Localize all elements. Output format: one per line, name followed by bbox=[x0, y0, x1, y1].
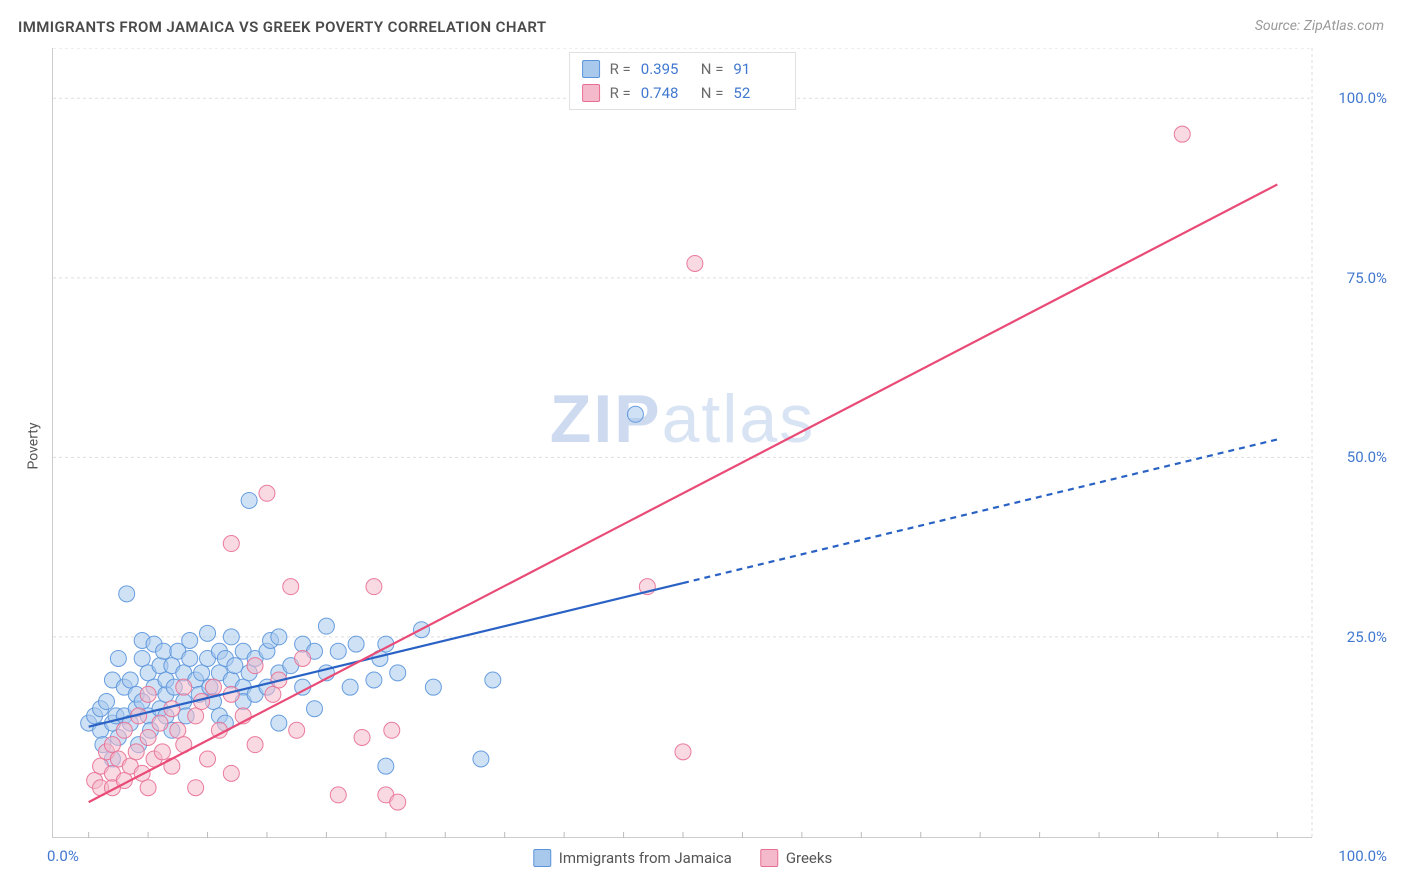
scatter-point bbox=[223, 536, 239, 552]
scatter-point bbox=[110, 650, 126, 666]
scatter-point bbox=[473, 751, 489, 767]
scatter-point bbox=[675, 744, 691, 760]
scatter-point bbox=[348, 636, 364, 652]
scatter-point bbox=[104, 737, 120, 753]
scatter-point bbox=[271, 629, 287, 645]
scatter-point bbox=[247, 737, 263, 753]
scatter-point bbox=[182, 650, 198, 666]
scatter-point bbox=[170, 722, 186, 738]
scatter-point bbox=[259, 485, 275, 501]
scatter-point bbox=[390, 794, 406, 810]
scatter-point bbox=[205, 679, 221, 695]
scatter-point bbox=[176, 679, 192, 695]
scatter-point bbox=[116, 722, 132, 738]
scatter-point bbox=[194, 665, 210, 681]
scatter-point bbox=[98, 694, 114, 710]
scatter-point bbox=[271, 715, 287, 731]
legend-stat-row: R =0.395N =91 bbox=[582, 57, 784, 81]
source-label: Source: ZipAtlas.com bbox=[1255, 18, 1384, 34]
legend-series-label: Greeks bbox=[786, 849, 832, 867]
chart-container: IMMIGRANTS FROM JAMAICA VS GREEK POVERTY… bbox=[0, 0, 1406, 892]
scatter-point bbox=[265, 686, 281, 702]
legend-swatch bbox=[582, 84, 600, 102]
scatter-point bbox=[247, 658, 263, 674]
legend-swatch bbox=[582, 60, 600, 78]
y-tick-label: 75.0% bbox=[1347, 269, 1387, 287]
scatter-point bbox=[154, 744, 170, 760]
legend-series: Immigrants from Jamaica Greeks bbox=[533, 849, 832, 867]
y-tick-label: 50.0% bbox=[1347, 448, 1387, 466]
legend-swatch bbox=[760, 849, 778, 867]
scatter-point bbox=[342, 679, 358, 695]
plot-area: ZIPatlas R =0.395N =91R =0.748N =52 Immi… bbox=[52, 48, 1312, 838]
scatter-point bbox=[119, 586, 135, 602]
scatter-point bbox=[182, 633, 198, 649]
scatter-point bbox=[188, 708, 204, 724]
scatter-point bbox=[128, 744, 144, 760]
chart-title: IMMIGRANTS FROM JAMAICA VS GREEK POVERTY… bbox=[18, 18, 547, 36]
scatter-point bbox=[425, 679, 441, 695]
scatter-point bbox=[200, 751, 216, 767]
y-axis-label: Poverty bbox=[26, 422, 42, 469]
x-tick-label: 0.0% bbox=[47, 847, 79, 865]
legend-series-item: Greeks bbox=[760, 849, 832, 867]
scatter-point bbox=[354, 729, 370, 745]
scatter-point bbox=[330, 643, 346, 659]
scatter-point bbox=[134, 650, 150, 666]
scatter-point bbox=[223, 629, 239, 645]
scatter-point bbox=[378, 758, 394, 774]
scatter-point bbox=[390, 665, 406, 681]
scatter-point bbox=[366, 672, 382, 688]
scatter-point bbox=[122, 672, 138, 688]
legend-series-label: Immigrants from Jamaica bbox=[559, 849, 732, 867]
scatter-point bbox=[140, 729, 156, 745]
scatter-point bbox=[687, 255, 703, 271]
scatter-point bbox=[152, 715, 168, 731]
y-tick-label: 25.0% bbox=[1347, 628, 1387, 646]
scatter-point bbox=[227, 658, 243, 674]
scatter-point bbox=[156, 643, 172, 659]
scatter-point bbox=[384, 722, 400, 738]
scatter-point bbox=[627, 406, 643, 422]
scatter-point bbox=[223, 765, 239, 781]
legend-series-item: Immigrants from Jamaica bbox=[533, 849, 732, 867]
scatter-point bbox=[289, 722, 305, 738]
scatter-point bbox=[1174, 126, 1190, 142]
scatter-point bbox=[366, 579, 382, 595]
scatter-point bbox=[330, 787, 346, 803]
scatter-point bbox=[241, 492, 257, 508]
scatter-point bbox=[140, 780, 156, 796]
x-tick-label: 100.0% bbox=[1338, 847, 1387, 865]
scatter-point bbox=[295, 650, 311, 666]
scatter-svg bbox=[53, 48, 1313, 838]
scatter-point bbox=[140, 686, 156, 702]
scatter-point bbox=[318, 618, 334, 634]
scatter-point bbox=[307, 701, 323, 717]
scatter-point bbox=[188, 780, 204, 796]
y-tick-label: 100.0% bbox=[1338, 89, 1387, 107]
legend-swatch bbox=[533, 849, 551, 867]
legend-stat-row: R =0.748N =52 bbox=[582, 81, 784, 105]
scatter-point bbox=[200, 625, 216, 641]
scatter-point bbox=[283, 579, 299, 595]
legend-stats: R =0.395N =91R =0.748N =52 bbox=[569, 52, 797, 110]
scatter-point bbox=[485, 672, 501, 688]
